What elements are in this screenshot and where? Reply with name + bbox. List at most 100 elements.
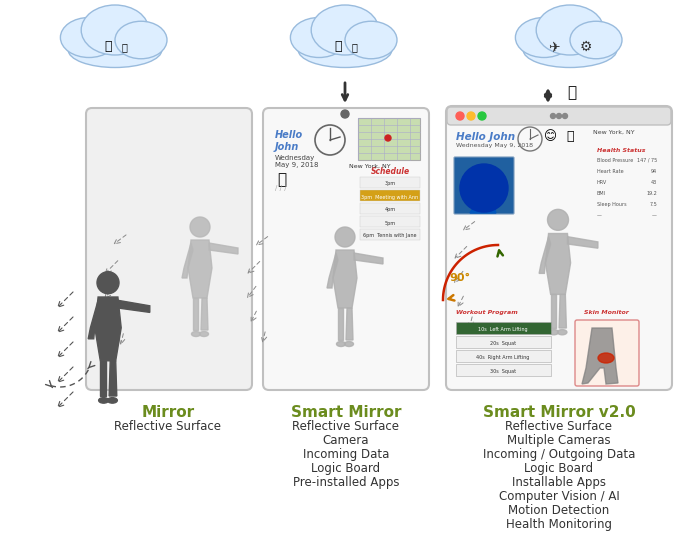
Polygon shape bbox=[193, 298, 198, 330]
Text: Workout Program: Workout Program bbox=[456, 310, 518, 315]
Polygon shape bbox=[567, 237, 598, 248]
Text: Reflective Surface: Reflective Surface bbox=[114, 420, 221, 433]
Text: 🌤: 🌤 bbox=[277, 172, 286, 187]
Ellipse shape bbox=[192, 332, 201, 336]
Text: Incoming Data: Incoming Data bbox=[303, 448, 389, 461]
Text: Blood Pressure: Blood Pressure bbox=[597, 158, 633, 163]
FancyBboxPatch shape bbox=[446, 106, 672, 390]
Text: Reflective Surface: Reflective Surface bbox=[292, 420, 399, 433]
Polygon shape bbox=[539, 237, 551, 273]
Text: 40s  Right Arm Lifting: 40s Right Arm Lifting bbox=[476, 356, 530, 360]
Text: Wednesday May 9, 2018: Wednesday May 9, 2018 bbox=[456, 143, 533, 148]
Polygon shape bbox=[470, 202, 496, 213]
Circle shape bbox=[478, 112, 486, 120]
Polygon shape bbox=[582, 328, 618, 384]
Text: ⚙: ⚙ bbox=[580, 40, 593, 54]
Circle shape bbox=[562, 114, 567, 118]
Text: Hello John: Hello John bbox=[456, 132, 515, 142]
Text: 147 / 75: 147 / 75 bbox=[637, 158, 657, 163]
Ellipse shape bbox=[311, 5, 379, 55]
Polygon shape bbox=[118, 300, 150, 312]
Circle shape bbox=[190, 217, 210, 237]
Circle shape bbox=[474, 178, 494, 198]
Polygon shape bbox=[182, 243, 193, 278]
Text: 94: 94 bbox=[651, 169, 657, 174]
Text: 30s  Squat: 30s Squat bbox=[490, 369, 516, 375]
Ellipse shape bbox=[108, 398, 117, 403]
Text: Sleep Hours: Sleep Hours bbox=[597, 202, 627, 207]
FancyBboxPatch shape bbox=[360, 229, 420, 240]
Circle shape bbox=[97, 272, 119, 294]
Ellipse shape bbox=[598, 353, 614, 363]
Ellipse shape bbox=[99, 398, 108, 403]
Circle shape bbox=[456, 112, 464, 120]
Text: 🌐: 🌐 bbox=[334, 41, 342, 53]
Circle shape bbox=[467, 112, 475, 120]
Text: Schedule: Schedule bbox=[371, 167, 410, 176]
Text: 📷: 📷 bbox=[121, 42, 127, 52]
Ellipse shape bbox=[60, 18, 118, 58]
Text: —: — bbox=[597, 213, 602, 218]
Text: Motion Detection: Motion Detection bbox=[508, 504, 610, 517]
Text: 7.5: 7.5 bbox=[649, 202, 657, 207]
Text: Multiple Cameras: Multiple Cameras bbox=[507, 434, 611, 447]
Text: 📱: 📱 bbox=[567, 85, 577, 101]
Circle shape bbox=[551, 114, 556, 118]
Ellipse shape bbox=[290, 18, 347, 58]
Polygon shape bbox=[333, 250, 357, 308]
Polygon shape bbox=[95, 297, 121, 361]
FancyBboxPatch shape bbox=[456, 336, 551, 348]
Polygon shape bbox=[545, 233, 571, 294]
FancyBboxPatch shape bbox=[358, 118, 420, 160]
Ellipse shape bbox=[558, 329, 567, 335]
Text: Health Status: Health Status bbox=[597, 148, 645, 153]
Text: Installable Apps: Installable Apps bbox=[512, 476, 606, 489]
Text: Pre-installed Apps: Pre-installed Apps bbox=[292, 476, 399, 489]
Text: 20s  Squat: 20s Squat bbox=[490, 342, 516, 346]
Polygon shape bbox=[551, 294, 556, 328]
Text: Smart Mirror v2.0: Smart Mirror v2.0 bbox=[483, 405, 636, 420]
Text: 10s  Left Arm Lifting: 10s Left Arm Lifting bbox=[478, 327, 528, 333]
Text: ✈: ✈ bbox=[548, 40, 560, 54]
Ellipse shape bbox=[82, 5, 149, 55]
Text: Smart Mirror: Smart Mirror bbox=[290, 405, 401, 420]
Text: 4pm: 4pm bbox=[384, 207, 395, 213]
Ellipse shape bbox=[570, 21, 622, 59]
Text: Camera: Camera bbox=[323, 434, 369, 447]
Text: Logic Board: Logic Board bbox=[312, 462, 381, 475]
FancyBboxPatch shape bbox=[360, 216, 420, 227]
Text: Incoming / Outgoing Data: Incoming / Outgoing Data bbox=[483, 448, 635, 461]
Circle shape bbox=[477, 181, 491, 195]
Ellipse shape bbox=[336, 342, 345, 346]
Polygon shape bbox=[100, 361, 105, 396]
Text: 43: 43 bbox=[651, 180, 657, 185]
Text: New York, NY: New York, NY bbox=[349, 164, 391, 169]
Polygon shape bbox=[109, 361, 117, 396]
Text: Mirror: Mirror bbox=[141, 405, 195, 420]
Polygon shape bbox=[209, 243, 238, 254]
FancyBboxPatch shape bbox=[360, 190, 420, 201]
Text: Logic Board: Logic Board bbox=[525, 462, 594, 475]
Text: 3pm  Meeting with Ann: 3pm Meeting with Ann bbox=[362, 195, 419, 199]
Text: 🌐: 🌐 bbox=[104, 41, 112, 53]
Ellipse shape bbox=[515, 18, 573, 58]
Text: Health Monitoring: Health Monitoring bbox=[506, 518, 612, 531]
Text: Computer Vision / AI: Computer Vision / AI bbox=[499, 490, 619, 503]
FancyBboxPatch shape bbox=[456, 350, 551, 362]
Text: Heart Rate: Heart Rate bbox=[597, 169, 623, 174]
FancyBboxPatch shape bbox=[360, 203, 420, 214]
Text: 5pm: 5pm bbox=[384, 221, 395, 225]
FancyBboxPatch shape bbox=[456, 322, 551, 334]
Text: New York, NY: New York, NY bbox=[593, 130, 634, 135]
Ellipse shape bbox=[549, 329, 558, 335]
Text: 19.2: 19.2 bbox=[646, 191, 657, 196]
Polygon shape bbox=[338, 308, 343, 340]
Circle shape bbox=[480, 184, 488, 192]
FancyBboxPatch shape bbox=[263, 108, 429, 390]
Polygon shape bbox=[346, 308, 353, 340]
FancyBboxPatch shape bbox=[447, 107, 671, 125]
Text: 😊: 😊 bbox=[543, 131, 556, 143]
Polygon shape bbox=[201, 298, 208, 330]
Text: ⛅: ⛅ bbox=[566, 130, 574, 142]
FancyBboxPatch shape bbox=[86, 108, 252, 390]
